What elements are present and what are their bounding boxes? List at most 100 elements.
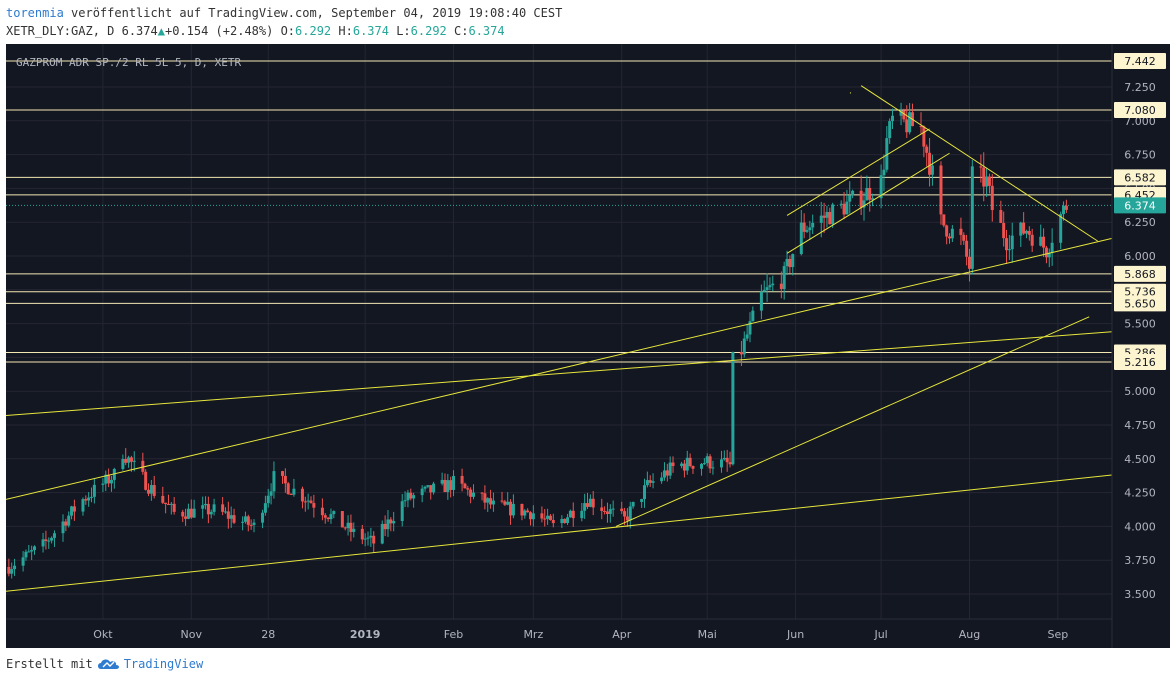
tradingview-brand: TradingView (123, 657, 204, 671)
x-tick-label: Mrz (523, 628, 543, 641)
candle-body (124, 459, 128, 463)
candle-body (842, 203, 846, 215)
candle-body (819, 215, 823, 223)
candle-body (588, 498, 592, 507)
candle-body (309, 500, 313, 504)
candle-body (982, 167, 986, 187)
author-link[interactable]: torenmia (6, 6, 64, 20)
candle-body (985, 176, 989, 187)
candle-body (950, 228, 954, 239)
candle-body (489, 498, 493, 505)
candle-body (243, 516, 247, 522)
candle-body (372, 535, 376, 544)
x-tick-label: 2019 (350, 628, 381, 641)
x-tick-label: Sep (1047, 628, 1068, 641)
candle-body (902, 110, 906, 120)
candle-body (1002, 222, 1006, 239)
trendline (6, 331, 1113, 417)
candle-body (286, 483, 290, 494)
candle-body (352, 528, 356, 532)
candle-body (112, 468, 116, 480)
x-tick-label: Aug (959, 628, 980, 641)
candle-body (343, 527, 347, 529)
candle-body (839, 203, 843, 205)
candle-body (466, 488, 470, 490)
candle-body (323, 515, 327, 518)
candle-body (668, 462, 672, 476)
candle-body (548, 515, 552, 521)
candle-body (223, 511, 227, 513)
candle-body (486, 498, 490, 503)
chart-title: GAZPROM ADR SP./2 RL 5L 5, D, XETR (16, 56, 242, 69)
candle-body (600, 507, 604, 511)
candle-body (1022, 222, 1026, 234)
candle-body (791, 254, 795, 268)
candle-body (147, 489, 151, 494)
candle-body (209, 511, 213, 515)
candle-body (109, 479, 113, 484)
candle-body (705, 456, 709, 464)
candle-body (568, 510, 572, 518)
grid (6, 44, 1112, 619)
y-tick-label: 6.250 (1124, 216, 1156, 229)
candle-body (1047, 252, 1051, 258)
footer: Erstellt mit TradingView (6, 657, 203, 671)
candle-body (782, 266, 786, 289)
candle-body (303, 501, 307, 503)
candle-body (990, 185, 994, 211)
candle-body (380, 523, 384, 544)
candle-body (7, 566, 11, 574)
candle-body (107, 474, 111, 484)
candle-body (229, 515, 233, 519)
candle-body (346, 522, 350, 529)
candle-body (822, 215, 826, 218)
candle-body (320, 507, 324, 516)
candle-body (560, 518, 564, 524)
candle-body (409, 492, 413, 499)
x-tick-label: Mai (698, 628, 717, 641)
candle-body (90, 496, 94, 498)
candle-body (503, 501, 507, 505)
x-tick-label: Jun (786, 628, 804, 641)
candle-body (802, 222, 806, 232)
candle-body (551, 520, 555, 524)
candle-body (1050, 242, 1054, 253)
candle-body (64, 521, 68, 526)
candle-body (181, 511, 185, 517)
x-tick-label: Okt (93, 628, 113, 641)
tradingview-logo[interactable]: TradingView (97, 657, 203, 671)
candle-body (360, 528, 364, 540)
candle-body (520, 503, 524, 516)
y-tick-label: 6.000 (1124, 250, 1156, 263)
level-badge (1114, 53, 1166, 70)
candle-body (369, 535, 373, 538)
candle-body (332, 511, 336, 515)
candle-body (92, 484, 96, 497)
candle-body (543, 518, 547, 520)
candle-body (526, 510, 530, 513)
candle-body (571, 510, 575, 519)
price-chart[interactable]: 3.5003.7504.0004.2504.5004.7505.0005.250… (6, 44, 1170, 648)
candle-body (987, 176, 991, 186)
candle-body (531, 513, 535, 520)
candle-body (129, 457, 133, 462)
level-badge (1114, 295, 1166, 312)
candle-body (104, 474, 108, 484)
level-badge-label: 7.080 (1124, 104, 1156, 117)
candle-body (788, 258, 792, 268)
candle-body (429, 485, 433, 493)
candle-body (722, 457, 726, 460)
level-badge-label: 5.868 (1124, 268, 1156, 281)
candle-body (1044, 247, 1048, 258)
candle-body (400, 501, 404, 521)
candle-body (762, 290, 766, 292)
candle-body (412, 495, 416, 499)
high-value: 6.374 (352, 24, 389, 38)
low-value: 6.292 (410, 24, 447, 38)
candle-body (643, 485, 647, 499)
candle-body (808, 227, 812, 231)
time-axis[interactable]: Okt Nov 28 2019 Feb Mrz Apr Mai Jun Jul Aug Sep (93, 628, 1068, 641)
candle-body (1019, 222, 1023, 236)
candle-body (662, 470, 666, 478)
candle-body (660, 477, 664, 482)
